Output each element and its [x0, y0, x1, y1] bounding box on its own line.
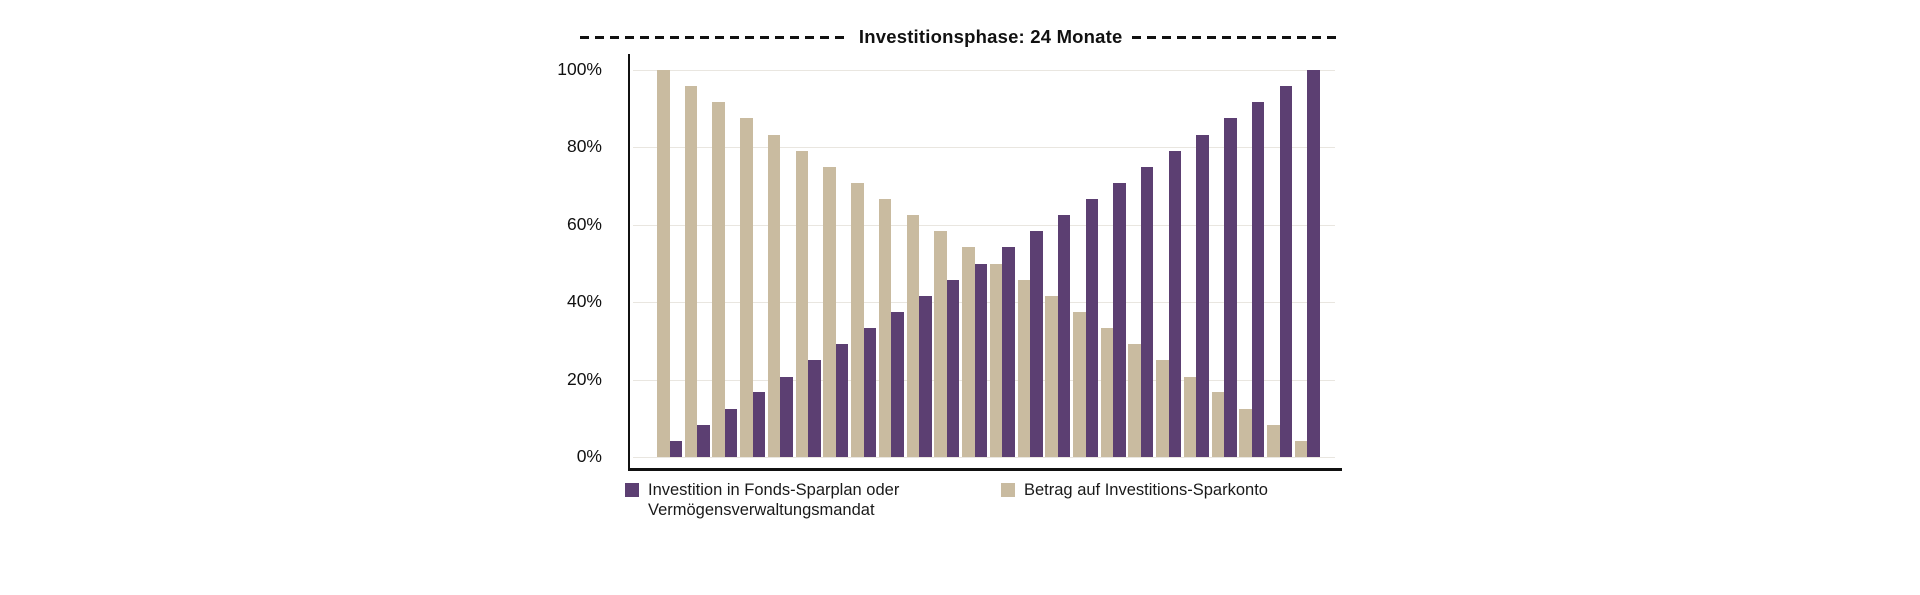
y-tick-label-60%: 60% — [566, 213, 602, 234]
bar-savings-month-13 — [989, 263, 1003, 457]
bar-invest-month-2 — [697, 424, 710, 457]
bar-group-month-16 — [1073, 198, 1099, 457]
bar-invest-month-17 — [1113, 183, 1126, 457]
bar-savings-month-8 — [851, 183, 864, 457]
bar-group-month-5 — [767, 134, 793, 457]
bar-group-month-17 — [1100, 183, 1126, 457]
bar-group-month-4 — [740, 118, 766, 457]
bar-invest-month-4 — [752, 392, 766, 457]
bar-invest-month-3 — [724, 408, 738, 457]
bar-savings-month-20 — [1183, 376, 1197, 457]
bar-group-month-22 — [1239, 102, 1265, 457]
bar-group-month-7 — [823, 166, 849, 457]
legend-label-invest: Investition in Fonds-Sparplan oder Vermö… — [648, 481, 900, 519]
bar-savings-month-4 — [740, 118, 753, 457]
y-tick-label-20%: 20% — [566, 368, 602, 389]
bar-invest-month-15 — [1057, 215, 1071, 457]
bar-savings-month-7 — [823, 166, 836, 457]
bar-savings-month-3 — [712, 102, 725, 457]
bar-invest-month-9 — [891, 311, 904, 457]
bar-invest-month-10 — [919, 295, 932, 457]
bar-invest-month-22 — [1251, 102, 1265, 457]
bar-invest-month-16 — [1085, 198, 1099, 457]
bar-group-month-15 — [1045, 215, 1071, 457]
bar-invest-month-12 — [974, 263, 988, 457]
bar-invest-month-7 — [835, 344, 849, 457]
bar-savings-month-17 — [1100, 328, 1114, 457]
bar-invest-month-18 — [1140, 166, 1154, 457]
bar-group-month-24 — [1294, 70, 1320, 457]
title-dash-left — [580, 35, 850, 39]
bar-savings-month-22 — [1239, 408, 1252, 457]
legend-item-invest: Investition in Fonds-Sparplan oder Vermö… — [625, 480, 926, 520]
bar-invest-month-24 — [1307, 70, 1320, 457]
bar-invest-month-8 — [863, 328, 877, 457]
bar-group-month-13 — [989, 247, 1015, 457]
x-axis-frame-line — [628, 468, 1342, 471]
chart-title-row: Investitionsphase: 24 Monate — [580, 26, 1340, 48]
bar-savings-month-1 — [657, 70, 670, 457]
bar-savings-month-9 — [878, 198, 892, 457]
bar-group-month-23 — [1267, 86, 1293, 457]
bar-invest-month-6 — [808, 360, 821, 457]
bars-layer — [657, 70, 1320, 457]
bar-group-month-3 — [712, 102, 738, 457]
bar-savings-month-10 — [906, 215, 920, 457]
bar-group-month-1 — [657, 70, 682, 457]
gridline-60% — [633, 224, 1335, 226]
chart-title: Investitionsphase: 24 Monate — [858, 26, 1123, 47]
gridline-0% — [633, 457, 1335, 458]
bar-group-month-19 — [1156, 150, 1182, 457]
bar-savings-month-5 — [767, 134, 781, 457]
bar-group-month-2 — [684, 86, 710, 457]
y-tick-label-0%: 0% — [576, 446, 602, 466]
bar-invest-month-1 — [669, 440, 682, 457]
y-tick-label-80%: 80% — [566, 136, 602, 157]
bar-savings-month-6 — [795, 150, 809, 457]
bar-group-month-12 — [962, 247, 988, 457]
bar-invest-month-21 — [1224, 118, 1237, 457]
bar-savings-month-12 — [962, 247, 975, 457]
y-tick-label-40%: 40% — [566, 291, 602, 312]
title-dash-right — [1131, 35, 1340, 39]
bar-group-month-21 — [1211, 118, 1237, 457]
bar-savings-month-21 — [1211, 392, 1225, 457]
bar-group-month-11 — [934, 231, 960, 457]
legend-label-savings: Betrag auf Investitions-Sparkonto — [1024, 481, 1268, 499]
bar-savings-month-16 — [1073, 311, 1086, 457]
bar-savings-month-19 — [1156, 360, 1169, 457]
bar-invest-month-19 — [1168, 150, 1182, 457]
bar-invest-month-20 — [1196, 134, 1209, 457]
bar-invest-month-13 — [1002, 247, 1015, 457]
gridline-80% — [633, 147, 1335, 149]
bar-savings-month-11 — [934, 231, 947, 457]
bar-group-month-6 — [795, 150, 821, 457]
bar-group-month-9 — [878, 198, 904, 457]
bar-savings-month-24 — [1294, 440, 1308, 457]
legend-swatch-savings — [1001, 483, 1015, 497]
legend-item-savings: Betrag auf Investitions-Sparkonto — [1001, 480, 1268, 500]
bar-invest-month-14 — [1030, 231, 1043, 457]
bar-group-month-10 — [906, 215, 932, 457]
legend-swatch-invest — [625, 483, 639, 497]
bar-invest-month-23 — [1279, 86, 1293, 457]
bar-group-month-18 — [1128, 166, 1154, 457]
bar-savings-month-18 — [1128, 344, 1141, 457]
bar-savings-month-23 — [1267, 424, 1280, 457]
bar-group-month-20 — [1183, 134, 1209, 457]
bar-invest-month-5 — [780, 376, 793, 457]
bar-group-month-8 — [851, 183, 877, 457]
bar-savings-month-14 — [1017, 279, 1031, 457]
y-axis-line — [628, 54, 630, 470]
gridline-100% — [633, 70, 1335, 71]
bar-group-month-14 — [1017, 231, 1043, 457]
bar-savings-month-2 — [684, 86, 698, 457]
y-tick-label-100%: 100% — [557, 59, 602, 79]
bar-savings-month-15 — [1045, 295, 1058, 457]
bar-invest-month-11 — [946, 279, 960, 457]
